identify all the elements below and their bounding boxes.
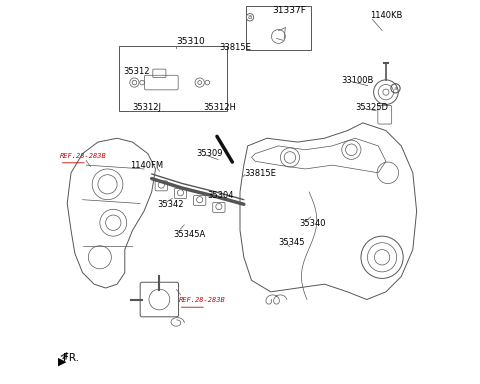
Text: 35345: 35345 — [278, 238, 305, 247]
Text: 35340: 35340 — [300, 219, 326, 228]
Text: 35309: 35309 — [196, 149, 222, 158]
Text: 35345A: 35345A — [173, 230, 205, 239]
Text: a: a — [394, 86, 397, 91]
Text: 35312: 35312 — [123, 66, 149, 76]
Text: 35310: 35310 — [177, 37, 205, 46]
Text: 33815E: 33815E — [219, 43, 251, 53]
Text: ▶: ▶ — [59, 357, 67, 367]
Text: 35342: 35342 — [157, 200, 184, 209]
Text: 35312J: 35312J — [132, 103, 161, 112]
Text: 33815E: 33815E — [244, 169, 276, 178]
Text: a: a — [248, 14, 252, 20]
Text: 35325D: 35325D — [355, 103, 388, 112]
Text: REF.28-283B: REF.28-283B — [60, 153, 106, 159]
Text: 1140KB: 1140KB — [371, 11, 403, 20]
Text: 1140FM: 1140FM — [131, 161, 164, 170]
Text: 35312H: 35312H — [204, 103, 236, 112]
Text: FR.: FR. — [63, 353, 79, 363]
Text: 31337F: 31337F — [273, 6, 307, 15]
Text: REF.28-283B: REF.28-283B — [179, 297, 225, 303]
Text: 35304: 35304 — [207, 191, 234, 200]
Text: 33100B: 33100B — [342, 76, 374, 85]
